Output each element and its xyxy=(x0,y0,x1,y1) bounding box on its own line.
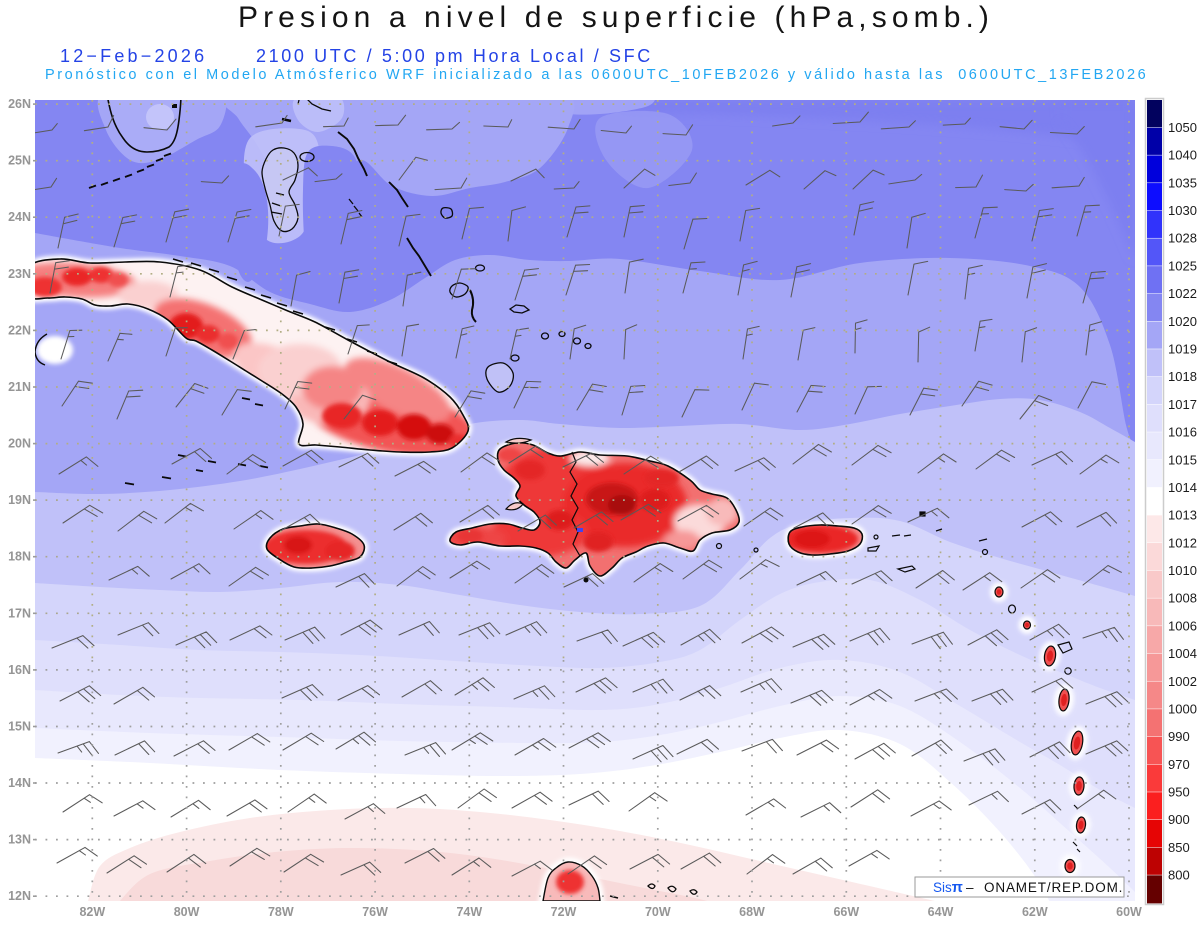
svg-text:1025: 1025 xyxy=(1168,258,1197,273)
svg-text:18N: 18N xyxy=(8,550,31,564)
svg-text:1000: 1000 xyxy=(1168,702,1197,717)
svg-text:20N: 20N xyxy=(8,437,31,451)
svg-text:78W: 78W xyxy=(268,905,294,919)
svg-text:1019: 1019 xyxy=(1168,342,1197,357)
svg-text:–: – xyxy=(966,880,974,895)
svg-text:800: 800 xyxy=(1168,868,1190,883)
svg-text:68W: 68W xyxy=(739,905,765,919)
svg-text:21N: 21N xyxy=(8,380,31,394)
svg-text:1004: 1004 xyxy=(1168,646,1197,661)
svg-text:60W: 60W xyxy=(1116,905,1142,919)
svg-text:66W: 66W xyxy=(833,905,859,919)
svg-text:25N: 25N xyxy=(8,154,31,168)
svg-text:13N: 13N xyxy=(8,833,31,847)
svg-text:82W: 82W xyxy=(79,905,105,919)
svg-text:1022: 1022 xyxy=(1168,286,1197,301)
svg-text:23N: 23N xyxy=(8,267,31,281)
svg-text:76W: 76W xyxy=(362,905,388,919)
svg-text:1012: 1012 xyxy=(1168,535,1197,550)
svg-text:1008: 1008 xyxy=(1168,591,1197,606)
svg-text:970: 970 xyxy=(1168,757,1190,772)
svg-text:74W: 74W xyxy=(456,905,482,919)
svg-text:1016: 1016 xyxy=(1168,425,1197,440)
svg-text:Sisπ: Sisπ xyxy=(933,880,963,896)
svg-text:1010: 1010 xyxy=(1168,563,1197,578)
svg-text:12N: 12N xyxy=(8,889,31,903)
svg-text:1050: 1050 xyxy=(1168,120,1197,135)
svg-text:16N: 16N xyxy=(8,663,31,677)
svg-text:1006: 1006 xyxy=(1168,618,1197,633)
svg-text:14N: 14N xyxy=(8,776,31,790)
svg-text:22N: 22N xyxy=(8,323,31,337)
svg-text:80W: 80W xyxy=(174,905,200,919)
svg-text:1040: 1040 xyxy=(1168,148,1197,163)
svg-text:64W: 64W xyxy=(928,905,954,919)
svg-text:1030: 1030 xyxy=(1168,203,1197,218)
svg-text:1002: 1002 xyxy=(1168,674,1197,689)
svg-text:1017: 1017 xyxy=(1168,397,1197,412)
svg-text:62W: 62W xyxy=(1022,905,1048,919)
svg-text:1014: 1014 xyxy=(1168,480,1197,495)
svg-text:15N: 15N xyxy=(8,720,31,734)
svg-text:17N: 17N xyxy=(8,606,31,620)
svg-text:1035: 1035 xyxy=(1168,175,1197,190)
svg-text:19N: 19N xyxy=(8,493,31,507)
svg-text:1028: 1028 xyxy=(1168,231,1197,246)
svg-text:24N: 24N xyxy=(8,210,31,224)
svg-text:850: 850 xyxy=(1168,840,1190,855)
svg-text:72W: 72W xyxy=(551,905,577,919)
svg-text:ONAMET/REP.DOM.: ONAMET/REP.DOM. xyxy=(984,880,1123,895)
svg-text:990: 990 xyxy=(1168,729,1190,744)
svg-text:1020: 1020 xyxy=(1168,314,1197,329)
svg-text:70W: 70W xyxy=(645,905,671,919)
svg-text:900: 900 xyxy=(1168,812,1190,827)
svg-text:1018: 1018 xyxy=(1168,369,1197,384)
svg-text:26N: 26N xyxy=(8,97,31,111)
svg-text:1015: 1015 xyxy=(1168,452,1197,467)
svg-text:950: 950 xyxy=(1168,785,1190,800)
svg-text:1013: 1013 xyxy=(1168,508,1197,523)
